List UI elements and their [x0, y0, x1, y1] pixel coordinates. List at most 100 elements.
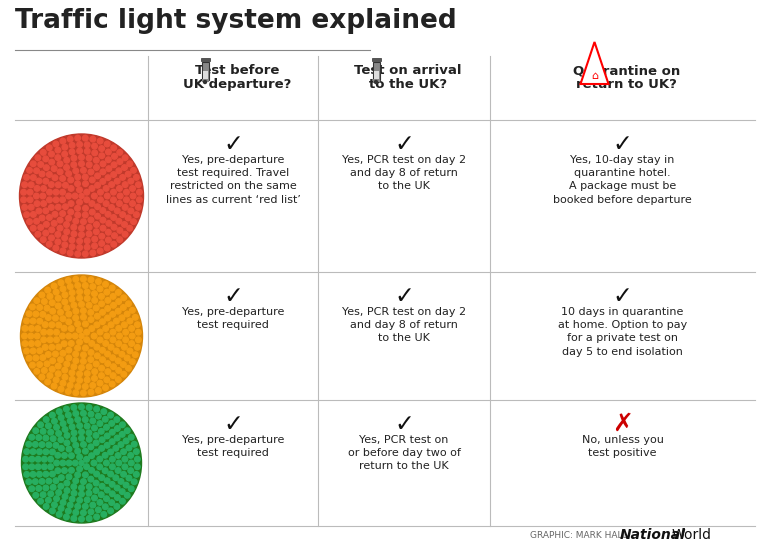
- Circle shape: [99, 437, 105, 443]
- Text: Yes, pre-departure
test required. Travel
restricted on the same
lines as current: Yes, pre-departure test required. Travel…: [166, 155, 300, 205]
- Circle shape: [53, 289, 59, 295]
- Circle shape: [50, 358, 55, 364]
- Circle shape: [53, 197, 59, 202]
- Circle shape: [110, 311, 115, 317]
- Circle shape: [98, 429, 104, 434]
- Circle shape: [46, 478, 51, 484]
- Circle shape: [88, 411, 94, 417]
- Circle shape: [28, 197, 33, 202]
- Circle shape: [78, 516, 84, 522]
- Text: Traffic light system explained: Traffic light system explained: [15, 8, 457, 34]
- Circle shape: [50, 449, 55, 455]
- Circle shape: [127, 161, 133, 167]
- Bar: [372, 79, 379, 82]
- Circle shape: [84, 497, 90, 503]
- Circle shape: [55, 453, 61, 458]
- Circle shape: [104, 425, 109, 430]
- Circle shape: [45, 379, 51, 385]
- Circle shape: [122, 231, 128, 237]
- Circle shape: [121, 344, 127, 350]
- Circle shape: [43, 504, 49, 509]
- Bar: [373, 71, 379, 79]
- Circle shape: [30, 363, 35, 368]
- Circle shape: [83, 206, 88, 211]
- Circle shape: [134, 471, 139, 477]
- Circle shape: [68, 209, 74, 215]
- Circle shape: [115, 377, 121, 383]
- Circle shape: [73, 276, 78, 282]
- Circle shape: [58, 505, 64, 511]
- Circle shape: [41, 464, 47, 470]
- Circle shape: [90, 284, 95, 290]
- Circle shape: [103, 326, 108, 331]
- Circle shape: [45, 315, 51, 320]
- Circle shape: [128, 434, 134, 440]
- Circle shape: [58, 217, 63, 223]
- Circle shape: [125, 215, 131, 221]
- Circle shape: [28, 333, 34, 339]
- Circle shape: [109, 481, 115, 487]
- Circle shape: [49, 227, 55, 232]
- Circle shape: [78, 435, 84, 441]
- Circle shape: [82, 251, 88, 257]
- Circle shape: [66, 311, 71, 317]
- Circle shape: [88, 476, 94, 482]
- Circle shape: [118, 442, 124, 448]
- Circle shape: [103, 385, 108, 390]
- Circle shape: [86, 490, 91, 496]
- Polygon shape: [581, 42, 608, 84]
- Circle shape: [40, 429, 46, 434]
- Circle shape: [75, 135, 81, 141]
- Circle shape: [98, 190, 103, 195]
- Circle shape: [116, 368, 121, 373]
- Circle shape: [30, 304, 35, 310]
- Circle shape: [47, 215, 52, 220]
- Circle shape: [82, 504, 88, 509]
- Circle shape: [94, 480, 99, 486]
- Circle shape: [111, 172, 117, 177]
- Circle shape: [60, 248, 65, 254]
- Circle shape: [129, 326, 134, 331]
- Circle shape: [124, 197, 129, 202]
- Circle shape: [45, 351, 51, 358]
- Circle shape: [110, 491, 115, 497]
- Text: No, unless you
test positive: No, unless you test positive: [581, 435, 664, 458]
- Text: Yes, PCR test on day 2
and day 8 of return
to the UK: Yes, PCR test on day 2 and day 8 of retu…: [342, 155, 466, 191]
- Circle shape: [128, 468, 134, 473]
- Circle shape: [92, 236, 98, 242]
- Circle shape: [56, 490, 61, 495]
- Circle shape: [91, 291, 98, 296]
- Circle shape: [66, 216, 71, 221]
- Circle shape: [44, 165, 49, 171]
- Circle shape: [61, 421, 66, 426]
- Circle shape: [100, 178, 105, 184]
- Circle shape: [35, 456, 41, 462]
- Circle shape: [120, 212, 125, 217]
- Circle shape: [55, 303, 61, 309]
- Circle shape: [71, 364, 77, 370]
- Circle shape: [92, 150, 98, 156]
- Circle shape: [100, 225, 106, 231]
- Circle shape: [38, 162, 44, 167]
- Circle shape: [47, 294, 53, 299]
- Circle shape: [114, 504, 120, 509]
- Circle shape: [73, 315, 78, 321]
- Circle shape: [62, 494, 68, 499]
- Circle shape: [60, 460, 65, 466]
- Circle shape: [58, 161, 63, 167]
- Circle shape: [53, 478, 58, 484]
- Circle shape: [84, 464, 89, 469]
- Circle shape: [35, 186, 40, 191]
- Circle shape: [73, 411, 78, 416]
- Circle shape: [128, 208, 134, 214]
- Circle shape: [23, 456, 28, 462]
- Circle shape: [48, 337, 53, 342]
- Circle shape: [81, 359, 86, 364]
- Circle shape: [116, 299, 121, 304]
- Circle shape: [90, 383, 95, 388]
- Circle shape: [77, 239, 82, 244]
- Circle shape: [104, 377, 110, 383]
- Text: ⌂: ⌂: [591, 71, 598, 81]
- Circle shape: [62, 426, 68, 432]
- Circle shape: [39, 442, 45, 448]
